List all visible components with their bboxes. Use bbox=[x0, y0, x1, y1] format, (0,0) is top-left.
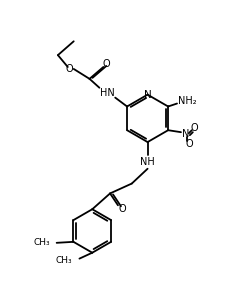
Text: O: O bbox=[185, 139, 193, 149]
Text: HN: HN bbox=[100, 88, 115, 98]
Text: CH₃: CH₃ bbox=[33, 238, 50, 247]
Text: N: N bbox=[182, 129, 190, 139]
Text: N: N bbox=[144, 90, 151, 100]
Text: NH: NH bbox=[140, 157, 155, 167]
Text: CH₃: CH₃ bbox=[56, 256, 73, 265]
Text: O: O bbox=[191, 123, 199, 133]
Text: O: O bbox=[118, 204, 126, 214]
Text: O: O bbox=[66, 64, 74, 74]
Text: NH₂: NH₂ bbox=[177, 96, 196, 106]
Text: O: O bbox=[103, 59, 110, 69]
